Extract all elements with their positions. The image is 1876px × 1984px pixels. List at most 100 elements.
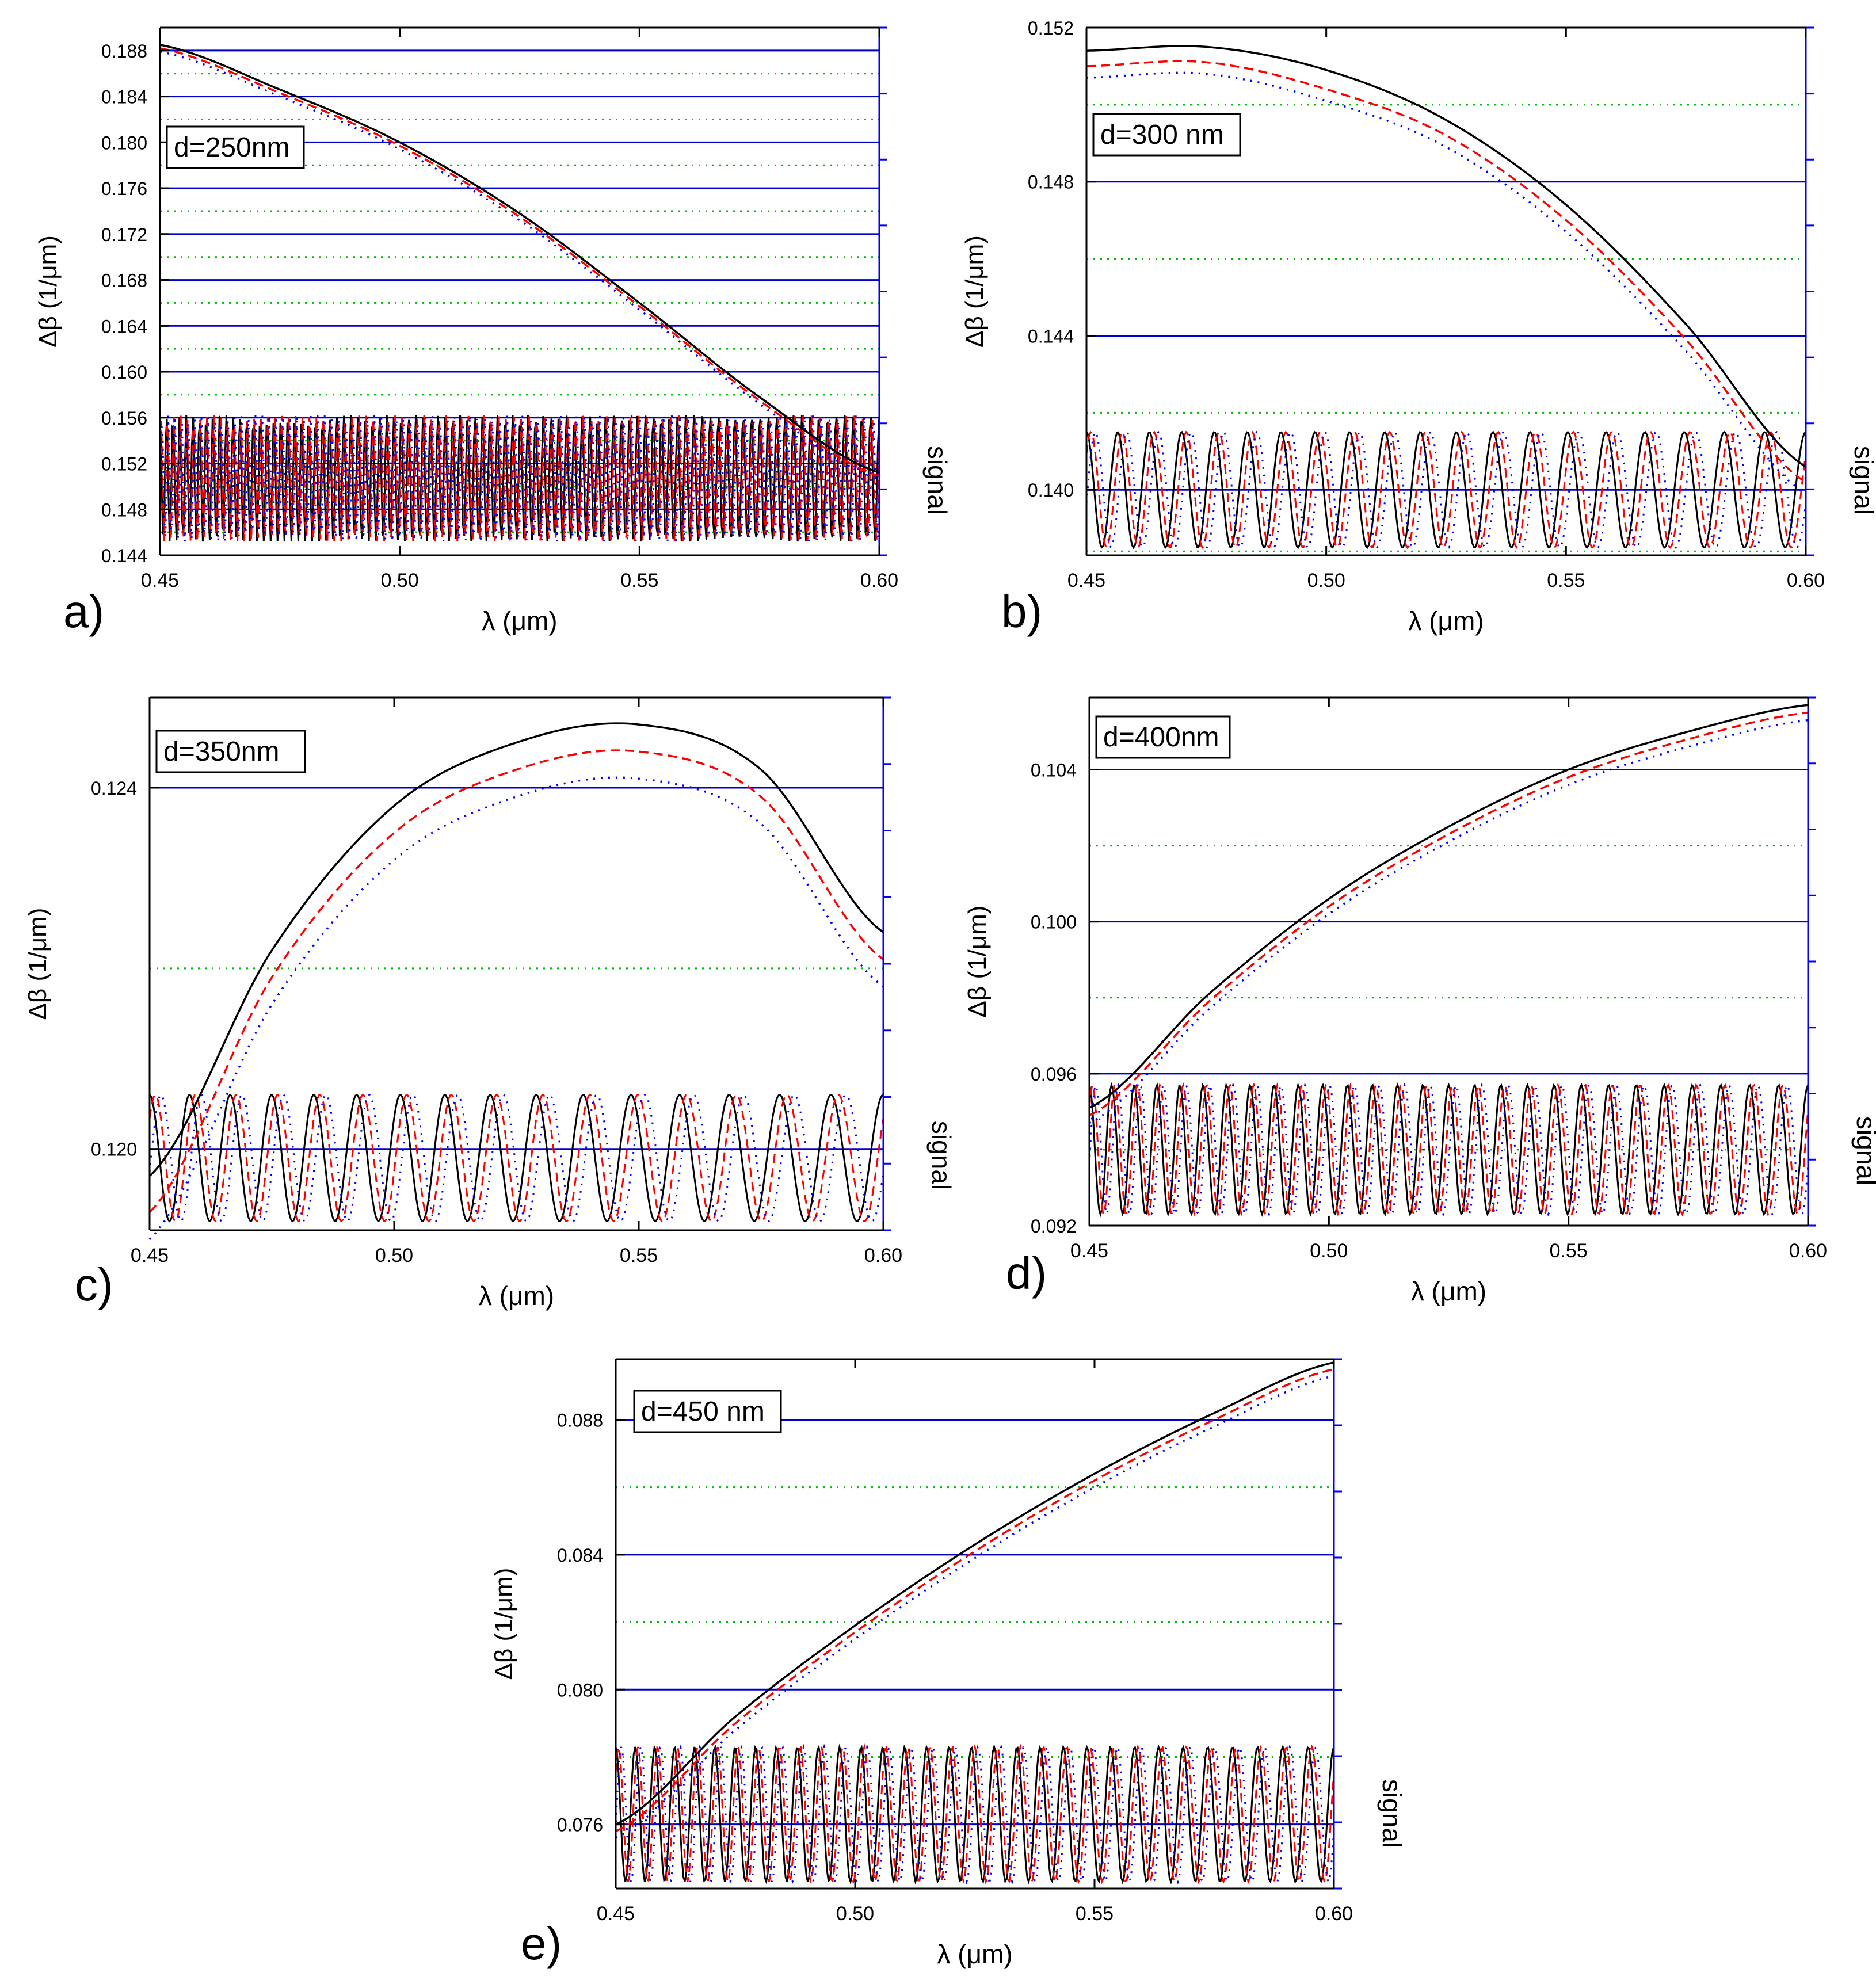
signal-curve-dashed (1088, 1082, 1809, 1218)
y-tick-label: 0.120 (91, 1139, 137, 1160)
x-tick-label: 0.60 (1789, 1240, 1827, 1262)
delta-beta-curve-solid (615, 1361, 1334, 1826)
y-tick-label: 0.124 (91, 778, 137, 799)
signal-curve-dashed (159, 415, 880, 542)
x-tick-label: 0.50 (1307, 570, 1345, 592)
delta-beta-curve-dashed (159, 47, 880, 478)
signal-curve-dotted (1088, 1082, 1809, 1218)
x-tick-label: 0.55 (1547, 570, 1585, 592)
annotation-box (1095, 715, 1231, 759)
y-axis-label: Δβ (1/μm) (24, 908, 52, 1020)
delta-beta-curve-dashed (1086, 60, 1806, 483)
x-tick-label: 0.60 (1787, 570, 1825, 592)
annotation-label: d=250nm (174, 132, 290, 163)
delta-beta-curve-solid (1086, 45, 1806, 468)
right-axis-label: signal (1849, 446, 1876, 515)
x-tick-label: 0.60 (864, 1245, 902, 1266)
annotation-label: d=300 nm (1100, 120, 1224, 150)
delta-beta-curve-dashed (615, 1368, 1334, 1832)
right-axis-label: signal (926, 1121, 956, 1190)
panel-letter: a) (63, 586, 104, 637)
y-tick-label: 0.160 (101, 362, 147, 383)
panel-letter: b) (1001, 586, 1042, 637)
y-tick-label: 0.104 (1031, 760, 1077, 780)
right-axis-label: signal (922, 446, 952, 515)
y-tick-label: 0.184 (101, 87, 147, 108)
x-tick-label: 0.50 (836, 1903, 874, 1925)
signal-curve-dashed (615, 1743, 1335, 1885)
panel-c: 0.45 0.50 0.55 0.60 0.120 0.124 λ (μm) Δβ (1/μm… (24, 696, 956, 1311)
y-tick-label: 0.176 (101, 178, 147, 199)
y-tick-label: 0.156 (101, 408, 147, 429)
x-tick-label: 0.60 (1315, 1903, 1353, 1925)
annotation-box (633, 1390, 782, 1433)
signal-curve-solid (615, 1743, 1335, 1886)
panel-b: 0.45 0.50 0.55 0.60 0.140 0.144 0.148 0.152 λ (μ… (960, 18, 1876, 637)
delta-beta-curve-dashed (148, 749, 884, 1213)
x-axis-label: λ (μm) (937, 1939, 1012, 1969)
x-tick-label: 0.50 (381, 570, 419, 592)
signal-curve-solid (1088, 1082, 1809, 1218)
y-tick-label: 0.180 (101, 132, 147, 153)
y-tick-label: 0.144 (1028, 326, 1074, 346)
x-tick-label: 0.45 (141, 570, 179, 592)
x-tick-label: 0.45 (1070, 1240, 1108, 1262)
delta-beta-curve-dashed (1089, 711, 1809, 1117)
y-tick-label: 0.152 (101, 454, 147, 475)
right-axis-label: signal (1851, 1116, 1876, 1185)
signal-curve-solid (159, 415, 880, 542)
x-axis-label: λ (μm) (1411, 1276, 1486, 1306)
y-axis-label: Δβ (1/μm) (963, 906, 992, 1018)
delta-beta-curve-solid (148, 722, 884, 1177)
x-tick-label: 0.60 (860, 570, 898, 592)
delta-beta-curve-dotted (615, 1375, 1334, 1839)
x-tick-label: 0.55 (1076, 1903, 1114, 1925)
y-tick-label: 0.084 (557, 1545, 603, 1566)
x-tick-label: 0.55 (620, 570, 658, 592)
y-tick-label: 0.164 (101, 316, 147, 337)
y-tick-label: 0.088 (557, 1410, 603, 1430)
y-tick-label: 0.096 (1031, 1064, 1077, 1085)
y-tick-label: 0.148 (101, 499, 147, 520)
signal-curve-dotted (159, 415, 880, 542)
y-tick-label: 0.080 (557, 1680, 603, 1700)
x-axis-label: λ (μm) (479, 1281, 554, 1311)
x-tick-label: 0.50 (375, 1245, 413, 1266)
signal-curve-solid (148, 1093, 884, 1223)
panel-letter: c) (75, 1259, 113, 1310)
y-axis-label: Δβ (1/μm) (34, 235, 62, 348)
x-axis-label: λ (μm) (482, 606, 557, 636)
y-tick-label: 0.148 (1028, 172, 1074, 193)
annotation-box (155, 730, 306, 773)
x-tick-label: 0.45 (131, 1245, 169, 1266)
y-tick-label: 0.076 (557, 1815, 603, 1836)
annotation-label: d=450 nm (641, 1397, 765, 1427)
y-tick-label: 0.188 (101, 41, 147, 62)
annotation-label: d=350nm (163, 737, 280, 767)
y-tick-label: 0.100 (1031, 912, 1077, 933)
y-tick-label: 0.172 (101, 224, 147, 245)
annotation-label: d=400nm (1103, 722, 1219, 753)
panel-letter: e) (521, 1918, 562, 1969)
annotation-box (166, 125, 305, 169)
x-axis-label: λ (μm) (1408, 606, 1484, 636)
x-tick-label: 0.45 (1067, 570, 1105, 592)
delta-beta-curve-solid (1089, 704, 1809, 1109)
delta-beta-curve-dotted (1089, 719, 1809, 1124)
x-tick-label: 0.45 (597, 1903, 635, 1925)
y-axis-label: Δβ (1/μm) (490, 1568, 518, 1680)
right-axis-label: signal (1377, 1779, 1407, 1848)
panel-e: 0.45 0.50 0.55 0.60 0.076 0.080 0.084 0.088 λ (μ… (490, 1358, 1407, 1969)
y-tick-label: 0.140 (1028, 480, 1074, 501)
x-tick-label: 0.50 (1310, 1240, 1348, 1262)
x-tick-label: 0.55 (1550, 1240, 1588, 1262)
panel-d: 0.45 0.50 0.55 0.60 0.092 0.096 0.100 0.104 λ (μ… (963, 696, 1876, 1306)
signal-curve-solid (1085, 430, 1807, 550)
signal-curve-dotted (1085, 430, 1807, 550)
annotation-box (1092, 113, 1241, 157)
x-tick-label: 0.55 (620, 1245, 658, 1266)
y-axis-label: Δβ (1/μm) (960, 235, 989, 348)
y-tick-label: 0.168 (101, 270, 147, 291)
delta-beta-curve-solid (159, 44, 880, 474)
